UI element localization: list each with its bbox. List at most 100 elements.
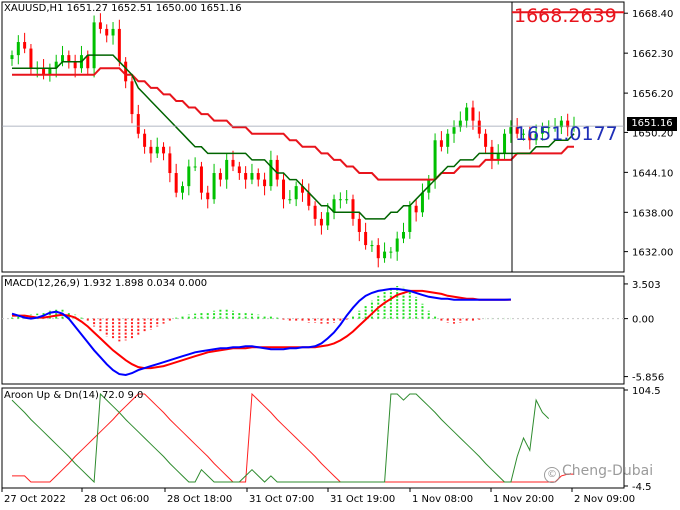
candle-body: [364, 231, 368, 246]
candle-body: [300, 186, 304, 193]
candle-body: [288, 199, 292, 201]
candle-body: [547, 127, 551, 129]
candle-body: [332, 199, 336, 213]
candle-body: [199, 166, 203, 193]
candle-body: [307, 192, 311, 206]
candle-body: [503, 133, 507, 154]
time-axis-label: 2 Nov 09:00: [574, 494, 635, 505]
candle-body: [414, 205, 418, 213]
candle-body: [408, 205, 412, 232]
candle-body: [180, 186, 184, 193]
time-axis-label: 31 Oct 19:00: [330, 494, 395, 505]
candle-body: [263, 179, 267, 187]
candle-body: [143, 133, 147, 147]
time-axis-label: 1 Nov 08:00: [412, 494, 473, 505]
current-price-tag: 1651.16: [627, 117, 677, 131]
price-axis-label: 1632.00: [632, 248, 673, 259]
copyright-icon: ©: [544, 467, 560, 483]
candle-body: [29, 48, 33, 69]
candle-body: [383, 251, 387, 259]
candle-body: [187, 166, 191, 187]
candle-body: [73, 61, 77, 69]
price-axis-label: 1650.20: [632, 128, 673, 139]
candle-body: [420, 192, 424, 213]
candle-body: [345, 199, 349, 201]
candle-body: [294, 186, 298, 200]
candle-body: [553, 127, 557, 129]
candle-body: [48, 68, 52, 75]
candle-body: [566, 120, 570, 128]
candle-body: [10, 55, 14, 60]
candle-body: [509, 127, 513, 134]
time-axis-label: 28 Oct 06:00: [84, 494, 149, 505]
symbol-label: XAUUSD,H1: [4, 3, 64, 14]
macd-signal-line: [12, 289, 511, 370]
candle-body: [23, 42, 27, 49]
watermark-text: Cheng-Dubai: [562, 463, 654, 479]
macd-axis-label: 0.00: [632, 315, 654, 326]
candle-body: [111, 28, 115, 36]
candle-body: [521, 133, 525, 135]
candle-body: [370, 245, 374, 247]
candle-body: [439, 140, 443, 147]
aroon-indicator-label: Aroon Up & Dn(14) 72.0 9.0: [4, 390, 144, 401]
candle-body: [174, 173, 178, 193]
candle-body: [269, 159, 273, 187]
candle-body: [559, 120, 563, 128]
candle-body: [446, 133, 450, 147]
time-axis-label: 28 Oct 18:00: [167, 494, 232, 505]
candle-body: [206, 192, 210, 200]
candle-body: [515, 127, 519, 134]
time-axis-label: 1 Nov 20:00: [493, 494, 554, 505]
symbol-header: XAUUSD,H1 1651.27 1652.51 1650.00 1651.1…: [4, 4, 242, 14]
macd-indicator-label: MACD(12,26,9) 1.932 1.898 0.034 0.000: [4, 278, 208, 289]
candle-body: [351, 199, 355, 219]
candle-body: [256, 173, 260, 180]
candle-body: [42, 68, 46, 75]
candle-body: [250, 173, 254, 180]
candle-body: [155, 146, 159, 154]
candle-body: [98, 22, 102, 29]
top-price-annotation: 1668.2639: [514, 5, 617, 27]
macd-axis-label: -5.856: [632, 373, 664, 384]
candle-body: [92, 22, 96, 69]
candle-body: [244, 173, 248, 180]
candle-body: [395, 238, 399, 252]
time-axis-label: 31 Oct 07:00: [249, 494, 314, 505]
candle-body: [357, 218, 361, 232]
candle-body: [168, 153, 172, 174]
candle-body: [231, 159, 235, 167]
macd-main-line: [11, 287, 511, 377]
candle-body: [402, 231, 406, 239]
macd-axis-label: 3.503: [632, 280, 661, 291]
candle-body: [275, 159, 279, 180]
price-axis-label: 1638.00: [632, 208, 673, 219]
candle-body: [136, 114, 140, 134]
ohlc-values: 1651.27 1652.51 1650.00 1651.16: [66, 3, 242, 14]
candle-body: [471, 107, 475, 121]
candle-body: [313, 205, 317, 219]
price-axis-label: 1644.10: [632, 168, 673, 179]
candle-body: [338, 199, 342, 201]
candle-body: [237, 166, 241, 174]
candle-body: [130, 81, 134, 115]
candle-body: [458, 120, 462, 128]
candle-body: [540, 127, 544, 134]
candle-body: [225, 159, 229, 180]
candle-body: [218, 173, 222, 180]
candle-body: [433, 140, 437, 180]
aroon-axis-label: 104.5: [632, 386, 661, 397]
aroon-up-line: [11, 392, 550, 484]
aroon-axis-label: -4.5: [632, 482, 652, 493]
candle-body: [465, 107, 469, 121]
candle-body: [193, 166, 197, 168]
moving-average-fast: [12, 54, 575, 220]
candle-body: [389, 251, 393, 253]
candle-body: [534, 133, 538, 141]
pane-frame-1: [1, 275, 625, 385]
watermark: © Cheng-Dubai: [544, 464, 653, 483]
candle-body: [319, 218, 323, 226]
candle-body: [212, 173, 216, 200]
price-axis-label: 1662.30: [632, 49, 673, 60]
